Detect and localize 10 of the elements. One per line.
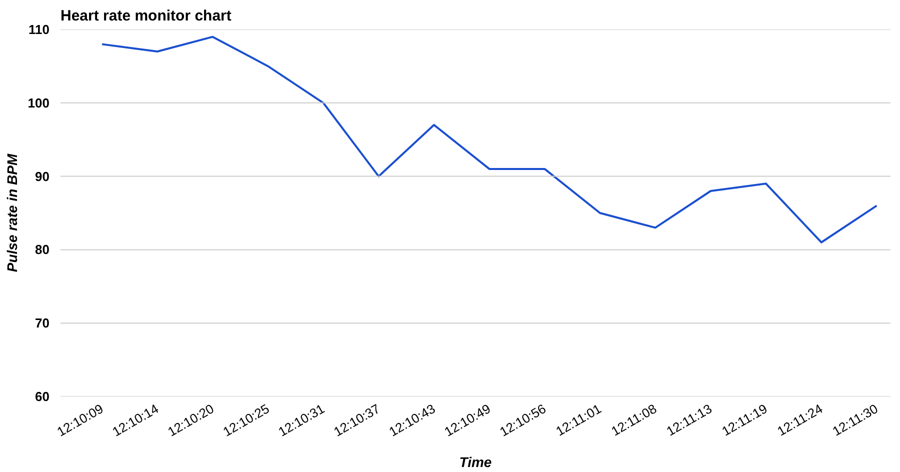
y-tick-label: 100 <box>28 95 50 110</box>
y-tick-label: 60 <box>35 389 50 404</box>
y-tick-label: 110 <box>28 22 50 37</box>
y-tick-label: 90 <box>35 168 50 184</box>
y-tick-label: 70 <box>35 316 50 331</box>
y-axis-title: Pulse rate in BPM <box>4 154 20 272</box>
chart-title: Heart rate monitor chart <box>60 8 232 24</box>
y-tick-label: 80 <box>35 242 50 258</box>
x-axis-title: Time <box>459 454 492 470</box>
line-series <box>101 36 878 244</box>
